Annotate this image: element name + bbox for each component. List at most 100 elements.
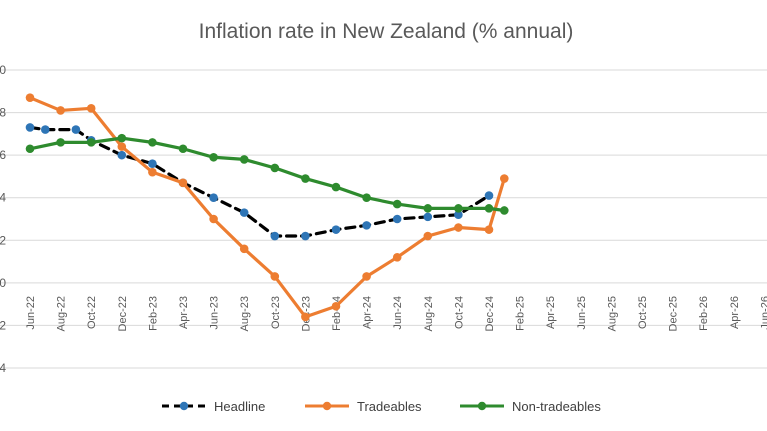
data-point	[41, 125, 50, 134]
data-point	[209, 152, 218, 162]
x-tick-label: Apr-24	[362, 296, 374, 329]
data-point	[331, 301, 341, 311]
series-tradeables	[25, 93, 509, 322]
data-point	[331, 182, 341, 192]
data-point	[148, 159, 157, 168]
data-point	[71, 125, 81, 134]
y-tick-label: 8	[0, 106, 6, 120]
x-tick-label: Apr-25	[545, 296, 557, 329]
x-axis: Jun-22 Aug-22 Oct-22 Dec-22 Feb-23 Apr-23 Jun-…	[25, 296, 767, 331]
data-point	[392, 253, 402, 262]
x-tick-label: Jun-25	[576, 296, 588, 330]
x-tick-label: Jun-22	[25, 296, 37, 330]
chart-title: Inflation rate in New Zealand (% annual)	[199, 20, 574, 43]
x-tick-label: Oct-24	[453, 296, 465, 329]
data-point	[331, 225, 341, 234]
x-tick-label: Aug-22	[56, 296, 68, 331]
data-point	[239, 208, 249, 217]
x-tick-label: Apr-26	[729, 296, 741, 329]
x-tick-label: Oct-25	[637, 296, 649, 329]
x-tick-label: Jun-24	[392, 296, 404, 330]
data-point	[270, 272, 280, 281]
data-point	[500, 206, 509, 215]
data-point	[117, 142, 127, 151]
x-tick-label: Aug-25	[606, 296, 618, 331]
series-line	[28, 136, 506, 213]
series-non-tradeables	[25, 133, 509, 215]
legend: Headline Tradeables Non-tradeables	[162, 399, 601, 414]
data-point	[209, 193, 218, 203]
data-point	[25, 93, 35, 102]
y-tick-label: 6	[0, 148, 6, 162]
data-point	[454, 204, 463, 213]
series-line	[28, 125, 491, 238]
data-point	[484, 204, 494, 213]
data-point	[239, 244, 249, 254]
data-point	[392, 199, 402, 209]
data-point	[423, 204, 433, 213]
data-point	[117, 133, 127, 143]
data-point	[484, 191, 494, 200]
legend-label: Headline	[214, 399, 265, 414]
data-point	[178, 178, 188, 188]
data-point	[178, 144, 188, 154]
data-point	[148, 167, 157, 177]
data-point	[362, 193, 371, 203]
data-point	[86, 138, 96, 147]
data-point	[362, 221, 371, 230]
legend-marker	[179, 401, 189, 411]
data-point	[500, 174, 509, 183]
legend-marker	[322, 401, 332, 411]
legend-item: Non-tradeables	[460, 399, 601, 414]
data-point	[25, 123, 35, 132]
legend-label: Tradeables	[357, 399, 422, 414]
y-axis: -4 -2 0 2 4 6 8 10	[0, 63, 6, 375]
y-tick-label: 4	[0, 191, 6, 205]
data-point	[301, 231, 310, 241]
x-tick-label: Aug-23	[239, 296, 251, 331]
data-point	[423, 231, 433, 241]
grid	[0, 69, 767, 369]
y-tick-label: 0	[0, 276, 6, 290]
x-tick-label: Dec-22	[117, 296, 129, 331]
data-point	[423, 212, 433, 222]
data-point	[362, 272, 371, 281]
data-point	[484, 225, 494, 234]
y-tick-label: -4	[0, 361, 6, 375]
data-point	[117, 150, 127, 160]
data-point	[454, 223, 463, 232]
data-point	[392, 214, 402, 224]
x-tick-label: Oct-23	[270, 296, 282, 329]
data-point	[301, 312, 310, 322]
data-point	[25, 144, 35, 154]
data-point	[301, 174, 310, 183]
x-tick-label: Feb-23	[147, 296, 159, 331]
x-tick-label: Feb-26	[698, 296, 710, 331]
data-point	[454, 210, 463, 220]
x-tick-label: Aug-24	[423, 296, 435, 331]
data-point	[239, 155, 249, 164]
x-tick-label: Jun-23	[209, 296, 221, 330]
x-tick-label: Apr-23	[178, 296, 190, 329]
data-point	[56, 138, 65, 147]
x-tick-label: Dec-24	[484, 296, 496, 331]
x-tick-label: Dec-25	[668, 296, 680, 331]
legend-label: Non-tradeables	[512, 399, 601, 414]
data-point	[56, 106, 65, 115]
x-tick-label: Feb-25	[515, 296, 527, 331]
y-tick-label: -2	[0, 318, 6, 332]
plot-area	[25, 93, 509, 322]
x-tick-label: Jun-26	[759, 296, 767, 330]
legend-item: Tradeables	[305, 399, 422, 414]
x-tick-label: Oct-22	[86, 296, 98, 329]
legend-item: Headline	[162, 399, 265, 414]
data-point	[270, 163, 280, 173]
data-point	[209, 214, 218, 224]
data-point	[148, 138, 157, 147]
legend-marker	[477, 401, 487, 411]
y-tick-label: 10	[0, 63, 6, 77]
data-point	[86, 104, 96, 113]
data-point	[270, 231, 280, 241]
y-tick-label: 2	[0, 233, 6, 247]
